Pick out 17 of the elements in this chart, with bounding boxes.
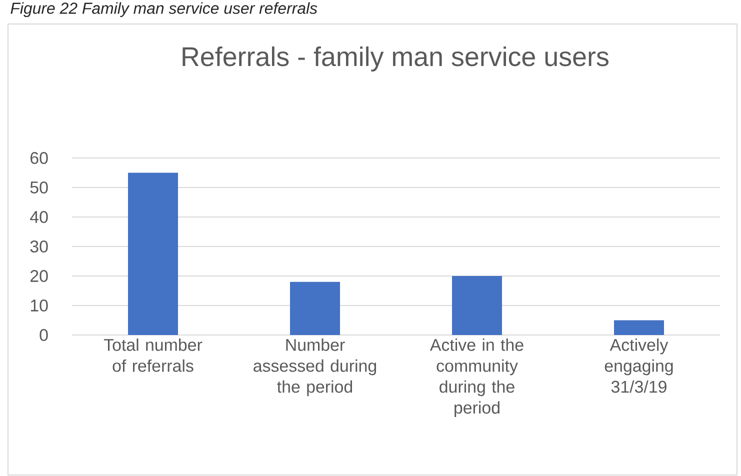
x-tick-label: Active in the community during the period [430, 338, 524, 418]
y-tick-label: 0 [40, 328, 48, 341]
bar [128, 172, 178, 335]
y-tick-label: 30 [30, 240, 48, 252]
y-tick-label: 10 [30, 299, 48, 312]
bar [290, 282, 340, 335]
y-tick-label: 50 [30, 181, 48, 194]
y-tick-label: 40 [30, 210, 48, 223]
text: Figure 22 Family man service user referrals [10, 2, 318, 18]
y-tick-label: 20 [30, 270, 48, 282]
x-tick-label: Number assessed during the period [254, 338, 376, 396]
y-tick-label: 60 [30, 152, 48, 164]
bar [452, 276, 502, 335]
x-tick-label: Actively engaging 31/3/19 [604, 338, 673, 393]
x-tick-label: Total number of referrals [104, 338, 202, 372]
chart-title: Referrals - family man service users [182, 46, 608, 72]
bar [614, 320, 664, 335]
